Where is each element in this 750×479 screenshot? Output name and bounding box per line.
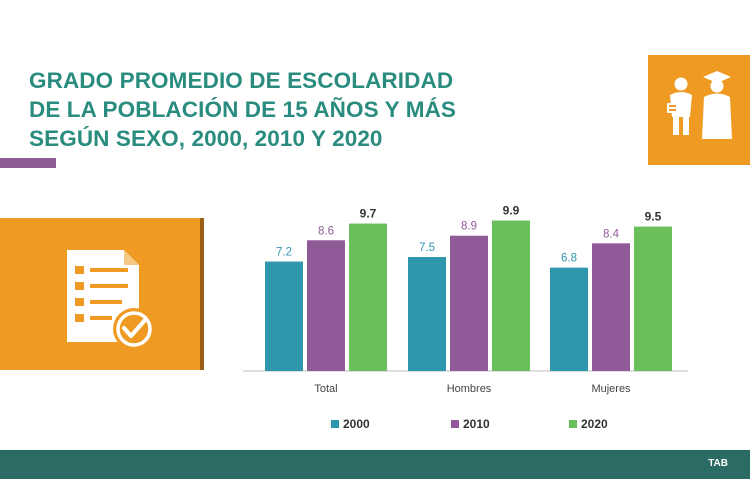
legend-swatch-2020 bbox=[569, 420, 577, 428]
bar-total-2020 bbox=[349, 223, 387, 371]
data-label-hombres-2010: 8.9 bbox=[461, 221, 477, 233]
title-line-3: SEGÚN SEXO, 2000, 2010 Y 2020 bbox=[29, 126, 383, 151]
data-label-total-2020: 9.7 bbox=[360, 207, 377, 221]
legend-swatch-2000 bbox=[331, 420, 339, 428]
bar-total-2010 bbox=[307, 240, 345, 371]
legend-label-2020: 2020 bbox=[581, 417, 608, 431]
legend-label-2000: 2000 bbox=[343, 417, 370, 431]
students-icon-box bbox=[648, 55, 750, 165]
bar-mujeres-2020 bbox=[634, 226, 672, 371]
data-label-mujeres-2000: 6.8 bbox=[561, 253, 577, 265]
category-label-hombres: Hombres bbox=[447, 383, 492, 395]
category-label-mujeres: Mujeres bbox=[591, 383, 631, 395]
checklist-icon-box bbox=[0, 218, 200, 370]
students-icon bbox=[667, 71, 732, 139]
data-label-hombres-2000: 7.5 bbox=[419, 242, 435, 254]
title-line-1: GRADO PROMEDIO DE ESCOLARIDAD bbox=[29, 68, 454, 93]
icon-box-edge bbox=[200, 218, 204, 370]
checklist-icon bbox=[67, 250, 155, 350]
footer-tag: TAB bbox=[708, 458, 728, 469]
data-label-total-2010: 8.6 bbox=[318, 225, 334, 237]
bar-mujeres-2000 bbox=[550, 267, 588, 371]
bar-hombres-2000 bbox=[408, 257, 446, 371]
data-label-mujeres-2020: 9.5 bbox=[645, 210, 662, 224]
data-label-total-2000: 7.2 bbox=[276, 247, 292, 259]
footer-bar bbox=[0, 450, 750, 479]
bar-total-2000 bbox=[265, 261, 303, 371]
bar-hombres-2020 bbox=[492, 220, 530, 371]
category-label-total: Total bbox=[314, 383, 337, 395]
title-line-2: DE LA POBLACIÓN DE 15 AÑOS Y MÁS bbox=[29, 97, 457, 122]
data-label-hombres-2020: 9.9 bbox=[503, 204, 520, 218]
bar-chart: 7.2 8.6 9.7 Total 7.5 8.9 9.9 Hombres 6.8 8.4 9.5 M… bbox=[243, 204, 688, 431]
legend-label-2010: 2010 bbox=[463, 417, 490, 431]
bar-mujeres-2010 bbox=[592, 243, 630, 371]
legend-swatch-2010 bbox=[451, 420, 459, 428]
title-underline bbox=[0, 158, 56, 168]
data-label-mujeres-2010: 8.4 bbox=[603, 228, 620, 240]
chart-title: GRADO PROMEDIO DE ESCOLARIDAD DE LA POBL… bbox=[29, 66, 456, 153]
bar-hombres-2010 bbox=[450, 235, 488, 371]
